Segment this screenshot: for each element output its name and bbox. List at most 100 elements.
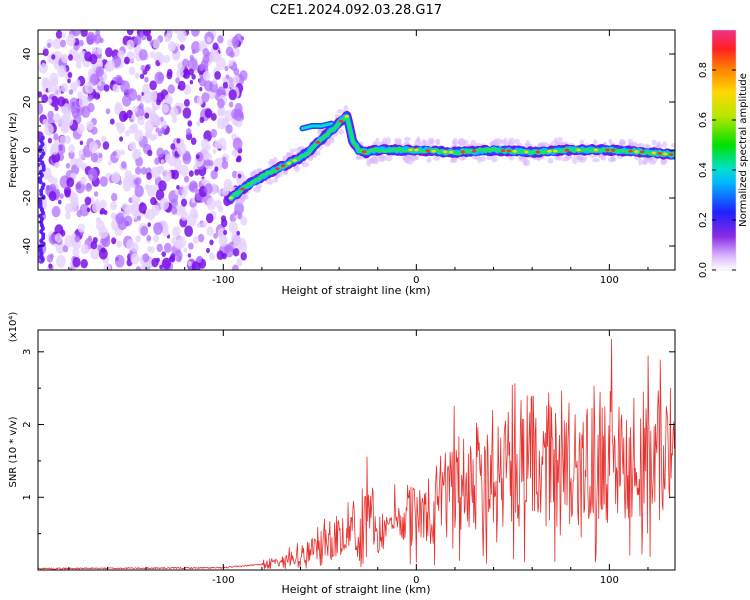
noise-blob <box>91 202 100 213</box>
noise-blob <box>56 118 62 125</box>
noise-blob <box>163 54 170 64</box>
noise-blob <box>136 215 141 221</box>
noise-blob <box>233 108 244 122</box>
trace-halo <box>554 154 560 161</box>
noise-blob <box>124 215 133 227</box>
noise-blob <box>215 199 222 209</box>
noise-blob <box>156 166 163 174</box>
noise-blob <box>176 138 181 144</box>
trace-halo <box>289 148 295 154</box>
noise-blob <box>222 76 227 83</box>
noise-blob <box>74 79 81 87</box>
trace-halo <box>457 139 466 147</box>
noise-blob <box>150 197 157 206</box>
trace-halo <box>315 150 321 156</box>
noise-blob <box>53 133 59 141</box>
trace-halo <box>581 156 588 161</box>
noise-blob <box>188 170 194 177</box>
noise-blob <box>160 127 165 134</box>
noise-blob <box>172 116 177 124</box>
trace-halo <box>253 186 261 193</box>
noise-blob <box>170 43 176 51</box>
noise-blob <box>146 34 152 42</box>
noise-blob <box>96 47 103 55</box>
noise-blob <box>68 144 75 154</box>
noise-blob <box>137 115 145 126</box>
noise-blob <box>134 185 144 198</box>
trace-hotspot <box>460 150 465 154</box>
trace-halo <box>550 140 558 146</box>
noise-blob <box>212 148 217 154</box>
noise-blob <box>116 240 123 248</box>
noise-blob <box>184 225 194 237</box>
noise-blob <box>168 156 176 167</box>
noise-blob <box>175 77 181 84</box>
spectrogram-axes: -100 0 100 -40 -20 0 20 40 <box>22 29 675 286</box>
trace-hotspot <box>640 150 645 154</box>
noise-blob <box>159 197 170 211</box>
noise-blob <box>135 266 141 270</box>
noise-blob <box>41 94 49 104</box>
noise-blob <box>105 47 113 58</box>
trace-halo <box>557 136 563 145</box>
noise-blob <box>51 54 56 60</box>
trace-halo <box>343 105 349 113</box>
snr-x-axis-label: Height of straight line (km) <box>281 583 430 596</box>
spectrogram-x-axis-label: Height of straight line (km) <box>281 284 430 297</box>
noise-blob <box>163 224 169 232</box>
noise-blob <box>125 129 130 137</box>
trace-hotspot <box>414 148 419 152</box>
noise-blob <box>187 120 193 127</box>
noise-blob <box>210 128 218 138</box>
noise-blob <box>196 120 201 127</box>
noise-blob <box>232 264 239 270</box>
noise-blob <box>144 119 155 133</box>
noise-blob <box>190 137 197 145</box>
trace-halo <box>293 165 300 173</box>
noise-blob <box>158 180 167 192</box>
trace-halo <box>426 157 432 163</box>
noise-blob <box>128 66 136 76</box>
noise-blob <box>47 110 54 120</box>
x-tick-label: 0 <box>413 275 419 286</box>
noise-blob <box>196 256 202 263</box>
noise-blob <box>183 247 188 253</box>
trace-hotspot <box>240 187 245 191</box>
trace-halo <box>459 155 465 161</box>
noise-blob <box>205 213 214 224</box>
noise-blob <box>61 53 69 64</box>
noise-blob <box>107 160 112 166</box>
trace-halo <box>451 158 458 163</box>
noise-blob <box>54 233 63 243</box>
noise-blob <box>182 58 190 68</box>
chart-title: C2E1.2024.092.03.28.G17 <box>270 3 442 18</box>
trace-halo <box>579 139 584 146</box>
trace-halo <box>436 138 441 146</box>
noise-blob <box>138 49 148 61</box>
noise-blob <box>84 82 94 94</box>
noise-blob <box>147 149 153 157</box>
noise-blob <box>181 188 186 195</box>
trace-halo <box>336 109 345 114</box>
noise-blob <box>217 35 224 44</box>
colorbar-scale <box>711 29 737 271</box>
noise-blob <box>135 166 142 175</box>
noise-blob <box>169 106 179 118</box>
noise-blob <box>214 71 222 80</box>
noise-blob <box>209 239 214 246</box>
noise-blob <box>49 72 59 85</box>
noise-blob <box>47 137 53 144</box>
noise-blob <box>38 102 44 115</box>
noise-blob <box>227 77 236 88</box>
noise-blob <box>140 167 147 175</box>
noise-blob <box>54 224 64 236</box>
noise-blob <box>54 161 60 169</box>
noise-blob <box>66 177 75 188</box>
noise-blob <box>167 84 175 94</box>
noise-blob <box>228 221 238 234</box>
noise-blob <box>144 112 150 119</box>
noise-blob <box>158 54 166 64</box>
snr-y-axis-label: SNR (10 * v/v) <box>8 416 19 487</box>
trace-halo <box>522 159 528 166</box>
trace-halo <box>561 157 570 162</box>
